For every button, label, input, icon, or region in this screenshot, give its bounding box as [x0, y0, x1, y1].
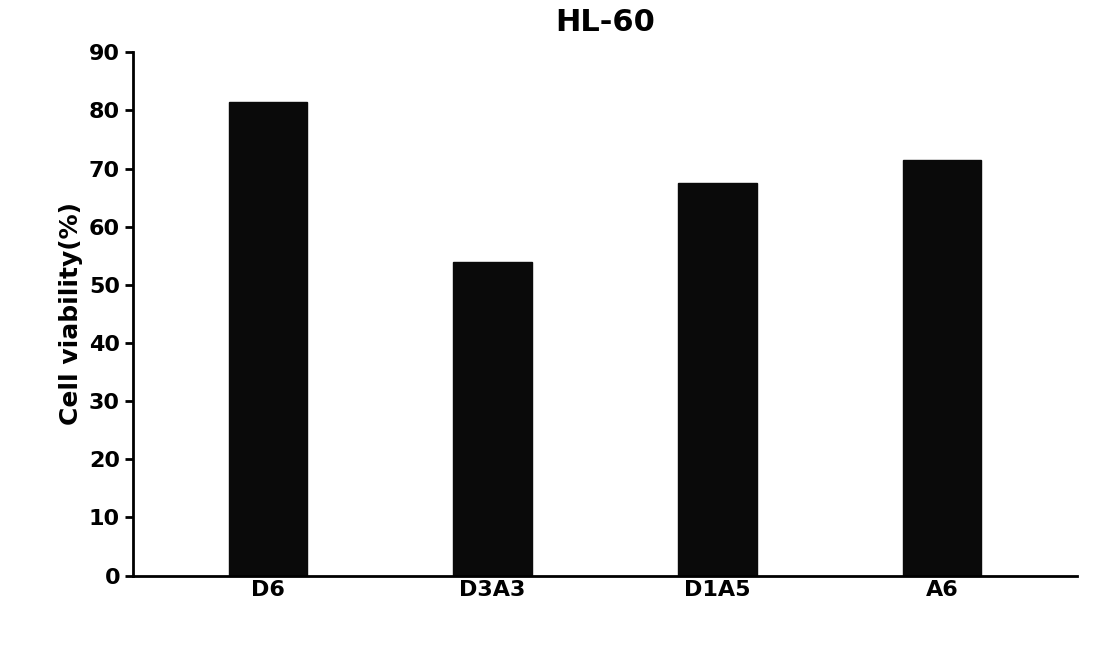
- Bar: [678, 183, 757, 576]
- Y-axis label: Cell viability(%): Cell viability(%): [59, 203, 83, 425]
- Bar: [229, 102, 307, 576]
- Bar: [453, 262, 532, 576]
- Bar: [902, 160, 981, 576]
- Title: HL-60: HL-60: [555, 9, 655, 37]
